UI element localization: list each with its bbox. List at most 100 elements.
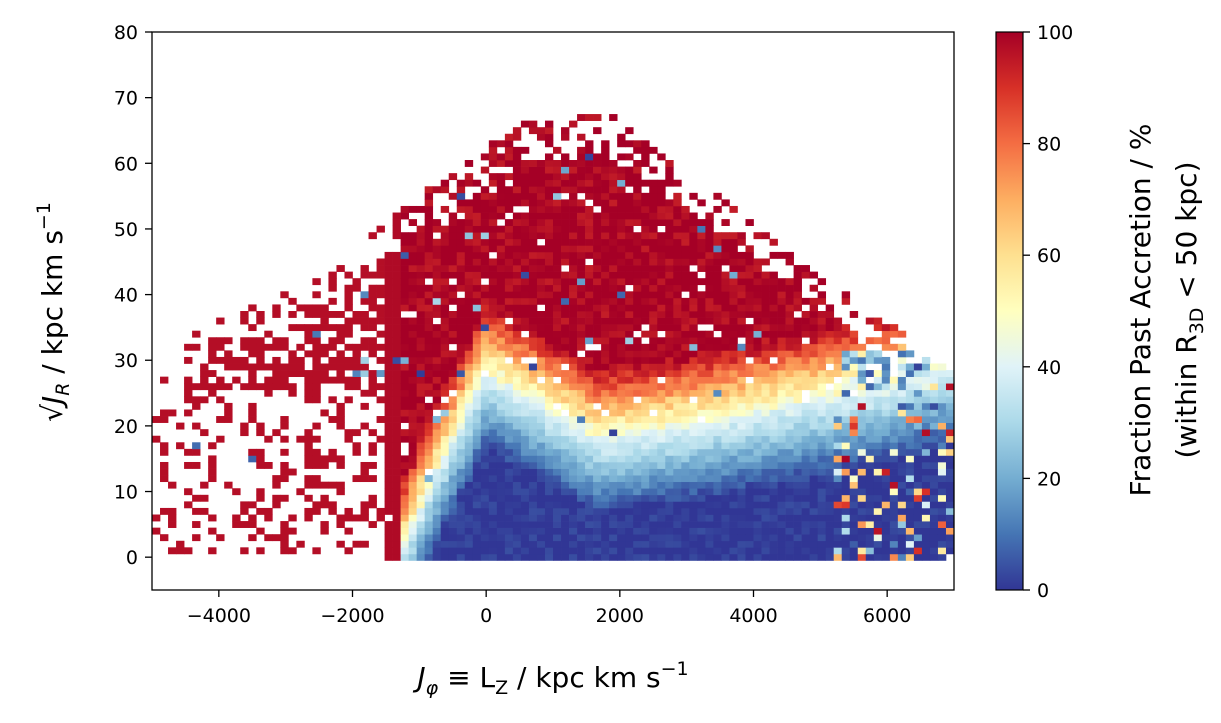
heatmap-cell bbox=[681, 442, 690, 450]
heatmap-cell bbox=[921, 356, 931, 364]
heatmap-cell bbox=[601, 232, 610, 240]
heatmap-cell bbox=[657, 343, 666, 351]
heatmap-cell bbox=[528, 507, 538, 515]
heatmap-cell bbox=[657, 186, 666, 194]
heatmap-cell bbox=[817, 311, 827, 318]
heatmap-cell bbox=[913, 521, 923, 528]
heatmap-cell bbox=[617, 245, 626, 253]
heatmap-cell bbox=[344, 396, 353, 404]
heatmap-cell bbox=[753, 350, 762, 358]
heatmap-cell bbox=[873, 481, 883, 489]
heatmap-cell bbox=[785, 409, 794, 417]
heatmap-cell bbox=[801, 475, 810, 483]
heatmap-cell bbox=[761, 540, 770, 548]
heatmap-cell bbox=[176, 422, 185, 430]
heatmap-cell bbox=[561, 507, 570, 515]
heatmap-cell bbox=[400, 481, 409, 489]
heatmap-cell bbox=[601, 389, 610, 397]
heatmap-cell bbox=[929, 383, 939, 391]
heatmap-cell bbox=[689, 278, 698, 286]
heatmap-cell bbox=[440, 416, 450, 423]
heatmap-cell bbox=[593, 521, 602, 528]
heatmap-cell bbox=[520, 173, 530, 181]
heatmap-cell bbox=[232, 376, 241, 384]
heatmap-cell bbox=[392, 547, 401, 555]
heatmap-cell bbox=[585, 442, 594, 450]
heatmap-cell bbox=[617, 205, 626, 213]
heatmap-cell bbox=[657, 199, 666, 207]
heatmap-cell bbox=[841, 383, 851, 391]
heatmap-cell bbox=[673, 534, 682, 542]
heatmap-cell bbox=[272, 337, 281, 345]
heatmap-cell bbox=[448, 330, 458, 338]
heatmap-cell bbox=[488, 330, 498, 338]
heatmap-cell bbox=[833, 507, 843, 515]
heatmap-cell bbox=[496, 534, 506, 542]
heatmap-cell bbox=[833, 356, 843, 364]
heatmap-cell bbox=[753, 337, 762, 345]
heatmap-cell bbox=[745, 402, 754, 410]
heatmap-cell bbox=[561, 534, 570, 542]
heatmap-cell bbox=[344, 435, 353, 443]
heatmap-cell bbox=[777, 534, 786, 542]
heatmap-cell bbox=[697, 442, 706, 450]
heatmap-cell bbox=[657, 311, 666, 318]
heatmap-cell bbox=[745, 311, 754, 318]
heatmap-cell bbox=[801, 422, 810, 430]
heatmap-cell bbox=[601, 527, 610, 535]
heatmap-cell bbox=[440, 370, 450, 377]
heatmap-cell bbox=[528, 442, 538, 450]
heatmap-cell bbox=[841, 455, 851, 463]
heatmap-cell bbox=[544, 363, 554, 371]
heatmap-cell bbox=[392, 363, 401, 371]
heatmap-cell bbox=[641, 199, 650, 207]
heatmap-cell bbox=[801, 540, 810, 548]
heatmap-cell bbox=[825, 389, 835, 397]
heatmap-cell bbox=[585, 363, 594, 371]
heatmap-cell bbox=[881, 422, 891, 430]
heatmap-cell bbox=[456, 297, 466, 305]
heatmap-cell bbox=[921, 461, 931, 469]
heatmap-cell bbox=[512, 507, 522, 515]
heatmap-cell bbox=[496, 265, 506, 272]
heatmap-cell bbox=[320, 350, 329, 358]
heatmap-cell bbox=[544, 429, 554, 437]
heatmap-cell bbox=[569, 251, 578, 259]
heatmap-cell bbox=[504, 553, 514, 561]
heatmap-cell bbox=[376, 304, 385, 312]
heatmap-cell bbox=[609, 245, 618, 253]
heatmap-cell bbox=[544, 127, 554, 135]
heatmap-cell bbox=[777, 363, 786, 371]
y-tick-label: 40 bbox=[114, 285, 138, 307]
heatmap-cell bbox=[384, 376, 393, 384]
heatmap-cell bbox=[352, 448, 361, 456]
heatmap-cell bbox=[761, 291, 770, 299]
y-tick-label: 0 bbox=[126, 547, 138, 569]
heatmap-cell bbox=[304, 435, 313, 443]
heatmap-cell bbox=[544, 409, 554, 417]
heatmap-cell bbox=[472, 422, 482, 430]
heatmap-cell bbox=[817, 494, 827, 502]
heatmap-cell bbox=[601, 179, 610, 187]
heatmap-cell bbox=[697, 553, 706, 561]
heatmap-cell bbox=[625, 265, 634, 272]
heatmap-cell bbox=[536, 225, 546, 233]
heatmap-cell bbox=[865, 422, 875, 430]
heatmap-cell bbox=[793, 297, 802, 305]
heatmap-cell bbox=[905, 409, 915, 417]
heatmap-cell bbox=[809, 356, 819, 364]
heatmap-cell bbox=[905, 527, 915, 535]
heatmap-cell bbox=[408, 330, 418, 338]
heatmap-cell bbox=[424, 461, 434, 469]
heatmap-cell bbox=[889, 521, 899, 528]
heatmap-cell bbox=[416, 278, 426, 286]
heatmap-cell bbox=[416, 494, 426, 502]
heatmap-cell bbox=[512, 494, 522, 502]
heatmap-cell bbox=[392, 521, 401, 528]
heatmap-cell bbox=[593, 422, 602, 430]
heatmap-cell bbox=[841, 409, 851, 417]
heatmap-cell bbox=[400, 363, 409, 371]
heatmap-cell bbox=[601, 461, 610, 469]
heatmap-cell bbox=[577, 363, 586, 371]
heatmap-cell bbox=[553, 291, 562, 299]
